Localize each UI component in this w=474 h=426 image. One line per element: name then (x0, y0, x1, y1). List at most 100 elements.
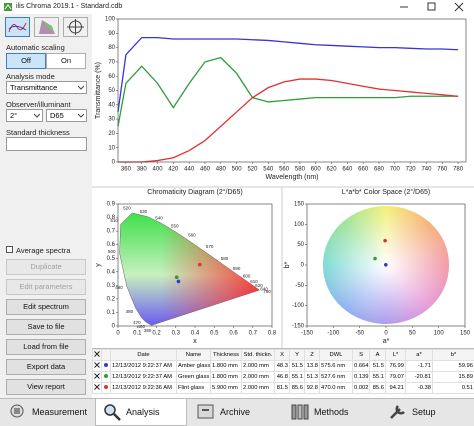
x-tick-label: 640 (342, 167, 353, 173)
tab[interactable]: Methods (314, 407, 349, 417)
table-cell: 527.6 nm (319, 371, 353, 383)
wavelength-label: 510 (110, 218, 118, 223)
chevron (34, 113, 40, 118)
icon (104, 404, 121, 421)
illuminant-dropdown[interactable]: D65 (46, 109, 87, 122)
observer-label: Observer/illuminant (6, 100, 71, 109)
table-cell: 51.5 (369, 360, 386, 372)
wavelength-label: 640 (260, 287, 268, 292)
y-tick-label: 0.6 (107, 242, 116, 248)
table-cell: Flint glass (176, 382, 211, 394)
wavelength-label: 460 (137, 324, 145, 329)
x-tick-label: 0 (116, 331, 120, 337)
x-axis-label: Wavelength (nm) (265, 174, 318, 181)
x-tick-label: 580 (295, 167, 306, 173)
chevron (78, 85, 84, 90)
x-tick-label: 480 (216, 167, 227, 173)
y-tick-label: 0.7 (107, 229, 116, 235)
tab[interactable]: Setup (412, 407, 436, 417)
y-tick-label: 100 (294, 222, 305, 228)
column-header: Thickness (210, 349, 242, 361)
remove-row[interactable] (92, 360, 102, 372)
scaling-label: Automatic scaling (6, 43, 65, 52)
wavelength-label: 560 (188, 233, 196, 238)
x-tick-label: 0.7 (249, 331, 258, 337)
color-dot (104, 385, 108, 389)
sidebar-button[interactable]: Export data (6, 359, 86, 375)
sample-point (383, 262, 388, 267)
window-controls[interactable] (392, 0, 474, 14)
tab[interactable]: Archive (220, 407, 251, 417)
plot-frame (117, 18, 467, 163)
y-tick-label: 0.5 (107, 256, 116, 262)
remove-icon[interactable] (94, 373, 100, 379)
tab-icon (290, 402, 310, 422)
remove-icon[interactable] (94, 351, 100, 357)
x-axis-label: x (193, 338, 197, 345)
x-tick-label: 760 (437, 167, 448, 173)
scaling-off-button[interactable]: Off (6, 53, 46, 69)
icon (291, 404, 309, 420)
remove-icon[interactable] (94, 384, 100, 390)
x-axis-label: a* (383, 338, 390, 345)
thickness-label: Standard thickness (6, 128, 70, 137)
table-cell: 85.6 (369, 382, 386, 394)
tab-icon (8, 402, 28, 422)
table-cell: -20.81 (405, 371, 433, 383)
x-tick-label: 460 (200, 167, 211, 173)
average-checkbox[interactable] (6, 246, 13, 253)
sidebar-button[interactable]: Save to file (6, 319, 86, 335)
table-cell: 2.000 mm (241, 360, 275, 372)
y-tick-label: 60 (108, 74, 115, 80)
icon (197, 404, 214, 419)
remove-row[interactable] (92, 382, 102, 394)
table-cell: Amber glass (176, 360, 211, 372)
thickness-input[interactable] (6, 137, 87, 151)
x-tick-label: 360 (121, 167, 132, 173)
title-bar: ilis Chroma 2019.1 - Standard.cdb (0, 0, 474, 14)
y-tick-label: 20 (108, 131, 115, 137)
analysis-mode-dropdown[interactable]: Transmittance (6, 81, 87, 94)
sidebar-button[interactable]: Duplicate (6, 259, 86, 275)
tab[interactable]: Measurement (32, 407, 88, 417)
scaling-on-button[interactable]: On (46, 53, 86, 69)
tab-icon (388, 402, 408, 422)
x-tick-label: 0.4 (191, 331, 200, 337)
view-toolbar[interactable] (5, 17, 89, 37)
table-row: 12/13/2012 9:22:37 AM Green glass 1.800 mm… (92, 371, 474, 383)
x-tick-label: -50 (355, 331, 364, 337)
remove-row[interactable] (92, 371, 102, 383)
x-tick-label: 50 (409, 331, 416, 337)
column-header: A (369, 349, 386, 361)
sidebar-button[interactable]: Edit spectrum (6, 299, 86, 315)
x-tick-label: 0.3 (172, 331, 181, 337)
column-header: b* (432, 349, 474, 361)
sample-point (373, 256, 377, 261)
wavelength-label: 520 (123, 206, 131, 211)
table-cell: 92.8 (304, 382, 320, 394)
wavelength-label: 470 (133, 320, 141, 325)
table-cell: 13.8 (304, 360, 320, 372)
x-tick-label: 540 (263, 167, 274, 173)
sample-point (383, 238, 387, 243)
table-cell: 55.1 (369, 371, 386, 383)
column-header: S (352, 349, 370, 361)
y-tick-label: 80 (108, 45, 115, 51)
table-cell: 12/13/2012 9:22:37 AM (110, 360, 177, 372)
column-header: Y (289, 349, 305, 361)
x-tick-label: 620 (327, 167, 338, 173)
remove-icon[interactable] (94, 362, 100, 368)
sidebar-button[interactable]: Edit parameters (6, 279, 86, 295)
observer-dropdown[interactable]: 2° (6, 109, 43, 122)
tab[interactable]: Analysis (126, 407, 160, 417)
chart-title: L*a*b* Color Space (2°/D65) (342, 188, 430, 196)
column-header: L* (385, 349, 406, 361)
x-tick-label: 660 (358, 167, 369, 173)
table-row: 12/13/2012 9:22:37 AM Amber glass 1.800 mm… (92, 360, 474, 372)
y-tick-label: -150 (292, 324, 305, 330)
sidebar-button[interactable]: View report (6, 379, 86, 395)
sidebar-button[interactable]: Load from file (6, 339, 86, 355)
app-icon (4, 3, 12, 11)
table-cell: 12/13/2012 9:22:36 AM (110, 382, 177, 394)
